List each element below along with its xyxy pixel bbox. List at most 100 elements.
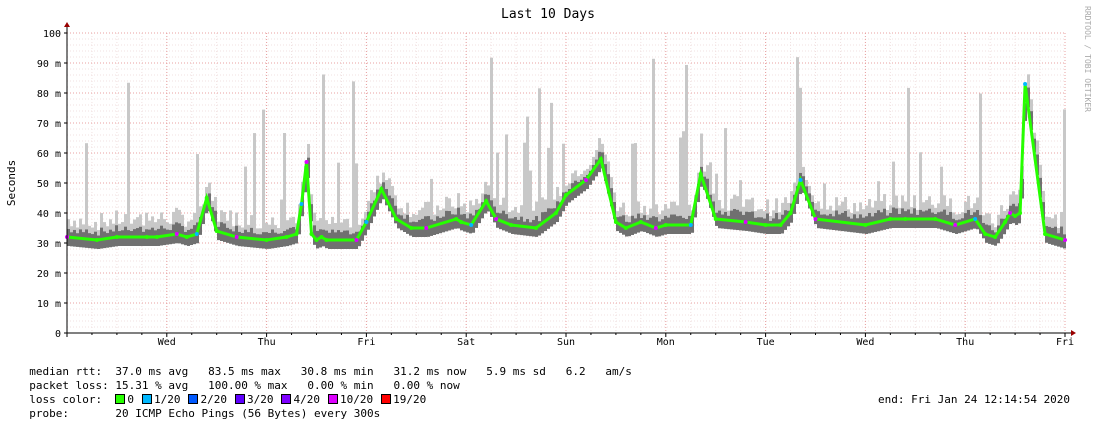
median-rtt-point [494,217,499,221]
smoke-inner [454,214,457,229]
loss-color-value: 10/20 [339,393,374,406]
smoke-outer [739,180,742,231]
smoke-outer [547,147,550,229]
smoke-inner [379,189,382,204]
median-rtt-point [1013,214,1018,218]
smoke-outer [352,81,355,250]
smoke-outer [280,199,283,247]
median-rtt-line [66,83,1066,242]
smoke-outer [283,133,286,247]
median-rtt-point [993,235,998,239]
y-tick-label: 90 m [37,59,61,70]
median-rtt-point [1043,232,1048,236]
legend-packet-loss: packet loss: 15.31 % avg 100.00 % max 0.… [16,365,459,393]
smoke-inner [958,219,961,234]
smoke-outer [919,152,922,228]
chart-title: Last 10 Days [501,7,595,22]
smoke-inner [451,214,454,230]
smoke-outer [127,82,130,247]
median-rtt-point [798,178,803,182]
smoke-inner [577,181,580,196]
smoke-outer [337,162,340,249]
smoke-inner [130,231,133,246]
smoke-inner [415,222,418,237]
loss-color-swatch [234,394,245,404]
smoke-outer [526,116,529,236]
smoke-inner [787,210,790,227]
smoke-inner [1006,215,1009,230]
y-tick-label: 70 m [37,119,61,130]
median-rtt-point [319,235,324,239]
median-rtt-point [379,187,384,191]
smoke-inner [832,216,835,230]
median-rtt-point [1018,211,1023,215]
x-tick-label: Sat [457,337,475,348]
median-rtt-point [509,223,514,227]
rrdtool-credit: RRDTOOL / TOBI OETIKER [1083,6,1092,112]
smoke-outer [490,57,493,217]
smoke-inner [202,210,205,225]
median-rtt-point [598,157,603,161]
loss-color-swatch [141,394,152,404]
x-tick-label: Mon [657,337,675,348]
median-rtt-point [454,217,459,221]
loss-color-label: loss color: [29,393,103,406]
smoke-inner [256,234,259,248]
loss-color-swatch [327,394,338,404]
median-rtt-point [469,223,474,227]
smoke-inner [607,174,610,194]
smoke-inner [589,170,592,185]
smoke-inner [217,226,220,241]
smoke-inner [277,233,280,248]
median-rtt-point [144,235,149,239]
smoke-outer [877,181,880,232]
loss-color-swatch [281,394,292,404]
median-rtt-point [299,202,304,206]
smoke-inner [481,202,484,219]
smoke-outer [355,163,358,249]
smoke-inner [721,214,724,229]
median-rtt-point [94,238,99,242]
smoke-inner [70,232,73,247]
y-tick-label: 30 m [37,239,61,250]
x-tick-label: Fri [357,337,375,348]
loss-color-item: 0 [115,393,134,406]
median-rtt-point [214,229,219,233]
loss-color-items: 0 1/20 2/20 3/20 4/20 10/20 19/20 [115,393,434,406]
smoke-inner [823,214,826,229]
smoke-inner [586,174,589,189]
smoke-inner [166,229,169,245]
smoke-inner [916,214,919,228]
x-tick-labels: Wed Thu Fri Sat Sun Mon Tue Wed Thu Fri [158,337,1074,348]
smoke-inner [1030,111,1033,130]
median-rtt-point [424,226,429,230]
median-rtt-stats: 37.0 ms avg 83.5 ms max 30.8 ms min 31.2… [115,365,632,378]
smoke-inner [1003,218,1006,235]
smoke-inner [1057,233,1060,247]
median-rtt-point [763,223,768,227]
smoke-inner [364,219,367,236]
smoke-inner [439,217,442,234]
x-tick-label: Fri [1056,337,1074,348]
end-time: end: Fri Jan 24 12:14:54 2020 [878,393,1071,406]
smoke-inner [568,188,571,203]
loss-color-swatch [115,394,126,404]
median-rtt-point [813,217,818,221]
loss-color-item: 3/20 [234,393,273,406]
loss-color-item: 4/20 [281,393,320,406]
latency-chart: Last 10 Days Seconds RRDTOOL / TOBI OETI… [5,6,1092,348]
median-rtt-point [1023,82,1028,86]
smoke-inner [1027,87,1030,108]
smoke-inner [1039,177,1042,198]
smoke-outer [685,64,688,234]
smoke-outer [799,87,802,195]
smoke-inner [955,220,958,234]
smoke-inner [898,213,901,228]
y-tick-label: 40 m [37,209,61,220]
smoke-outer [229,210,232,244]
smoke-inner [1060,226,1063,248]
median-rtt-point [788,211,793,215]
median-rtt-point [698,172,703,176]
loss-color-value: 2/20 [200,393,227,406]
smoke-inner [727,215,730,230]
